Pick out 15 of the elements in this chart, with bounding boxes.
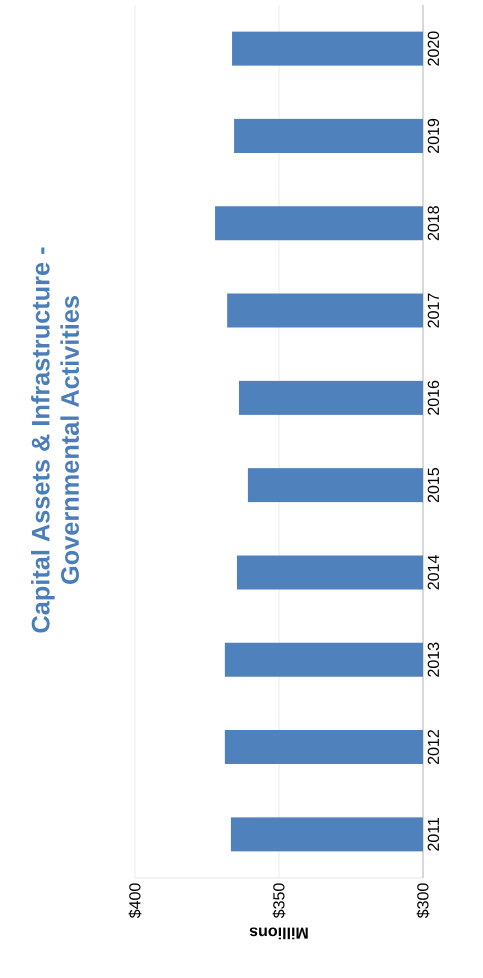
y-tick-label: 2011 — [428, 818, 440, 851]
x-axis-title: Millions — [250, 927, 308, 940]
y-tick-label: 2019 — [428, 118, 440, 153]
x-tick-label: $300 — [416, 883, 430, 918]
y-tick-label: 2018 — [428, 206, 440, 240]
y-tick-label: 2013 — [428, 642, 440, 677]
text: Capital Assets & Infrastructure - Governmental Activities — [31, 247, 79, 633]
y-tick-label: 2014 — [428, 555, 440, 590]
y-tick-label: 2017 — [428, 294, 440, 328]
y-tick-label: 2020 — [428, 31, 440, 66]
y-tick-label: 2016 — [428, 380, 440, 415]
y-tick-label: 2012 — [428, 730, 440, 764]
x-tick-label: $400 — [128, 883, 142, 918]
y-tick-label: 2015 — [428, 468, 440, 502]
x-tick-label: $350 — [272, 883, 286, 918]
